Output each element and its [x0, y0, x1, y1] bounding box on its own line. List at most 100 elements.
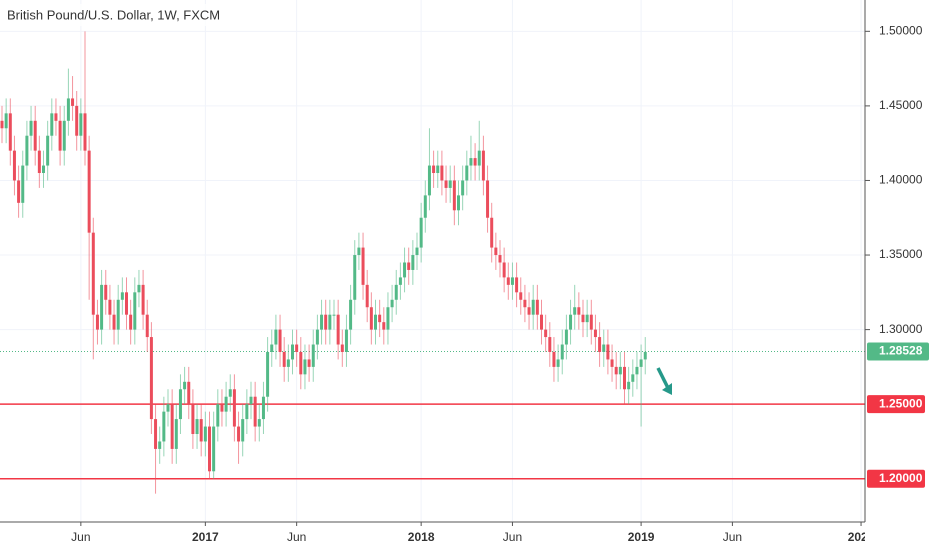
candle-body: [560, 344, 564, 360]
candle-body: [444, 180, 448, 188]
candle-body: [627, 381, 631, 390]
candle-body: [432, 165, 436, 174]
candle-body: [212, 426, 216, 472]
candle-body: [145, 314, 149, 338]
candle-body: [523, 299, 527, 308]
candle-body: [569, 314, 573, 330]
candle-body: [411, 255, 415, 270]
candle-body: [158, 441, 162, 449]
candle-body: [166, 404, 170, 412]
candle-body: [17, 180, 21, 203]
level-label: 1.20000: [879, 471, 923, 485]
candle-body: [577, 307, 581, 315]
candle-body: [369, 307, 373, 330]
candle-body: [303, 359, 307, 375]
candle-body: [498, 255, 502, 263]
candle-body: [477, 150, 481, 166]
candle-body: [174, 419, 178, 449]
candle-body: [170, 404, 174, 449]
candle-body: [91, 232, 95, 315]
candle-body: [112, 314, 116, 330]
candle-body: [527, 307, 531, 315]
candle-body: [614, 366, 618, 375]
candle-body: [208, 426, 211, 472]
candle-body: [556, 359, 560, 367]
candle-body: [398, 277, 402, 285]
candle-body: [66, 98, 70, 121]
arrow: [656, 367, 670, 389]
y-tick-label: 1.30000: [879, 322, 923, 336]
candle-body: [465, 165, 469, 181]
candle-body: [593, 329, 597, 338]
candle-body: [643, 351, 647, 360]
candle-body: [37, 150, 41, 174]
candle-body: [178, 389, 182, 420]
candle-body: [249, 396, 253, 405]
candle-body: [71, 98, 75, 106]
candle-body: [515, 277, 519, 293]
candle-body: [403, 262, 407, 278]
candle-body: [510, 277, 514, 285]
candle-body: [266, 351, 270, 397]
candle-body: [129, 314, 133, 330]
candle-body: [125, 292, 128, 315]
candle-body: [589, 314, 593, 330]
candle-body: [535, 299, 539, 315]
candle-body: [461, 180, 465, 196]
candle-body: [162, 411, 166, 442]
candle-body: [320, 314, 324, 330]
candle-body: [452, 180, 456, 211]
y-tick-label: 1.50000: [879, 23, 923, 37]
candle-body: [490, 217, 494, 248]
candle-body: [573, 307, 577, 315]
candle-body: [87, 150, 91, 233]
y-axis: 1.30000 1.35000 1.40000 1.45000 1.50000 1.250…: [0, 0, 929, 523]
candle-body: [220, 404, 224, 412]
candle-body: [602, 344, 606, 352]
candle-body: [324, 314, 328, 330]
grid: [0, 0, 865, 522]
candle-body: [33, 120, 37, 151]
candle-body: [427, 165, 431, 196]
candle-body: [116, 299, 120, 330]
candle-body: [336, 314, 340, 345]
x-tick-label: Jun: [287, 530, 306, 544]
candle-body: [133, 292, 137, 330]
chart-title: British Pound/U.S. Dollar, 1W, FXCM: [7, 7, 220, 22]
candle-body: [419, 217, 423, 248]
candle-body: [639, 359, 643, 367]
candle-body: [332, 314, 336, 316]
x-tick-label: 2020: [848, 530, 875, 544]
x-tick-label: Jun: [71, 530, 90, 544]
candle-body: [481, 150, 485, 181]
candle-body: [261, 396, 265, 420]
candle-body: [95, 314, 99, 330]
title-bg: [0, 4, 250, 26]
candle-body: [191, 404, 195, 435]
candle-body: [58, 120, 62, 151]
candle-body: [253, 396, 257, 427]
candle-body: [357, 247, 361, 256]
candle-body: [149, 337, 153, 420]
candle-body: [606, 344, 610, 360]
candle-body: [307, 359, 311, 367]
candle-body: [8, 113, 12, 151]
candle-body: [502, 262, 506, 278]
candle-body: [378, 314, 382, 323]
candle-body: [386, 307, 390, 330]
candle-body: [610, 359, 614, 367]
candle-body: [344, 329, 348, 352]
candle-body: [0, 120, 4, 129]
price-label: 1.28528: [879, 344, 923, 358]
candle-body: [552, 351, 556, 367]
y-tick-label: 1.40000: [879, 173, 923, 187]
candle-body: [154, 419, 158, 449]
candle-body: [237, 426, 241, 442]
x-tick-label: Jun: [723, 530, 742, 544]
candle-body: [216, 404, 220, 427]
candle-body: [291, 344, 294, 360]
candle-body: [440, 165, 444, 181]
candle-body: [353, 255, 357, 300]
candle-body: [50, 113, 54, 136]
candle-body: [187, 381, 191, 405]
